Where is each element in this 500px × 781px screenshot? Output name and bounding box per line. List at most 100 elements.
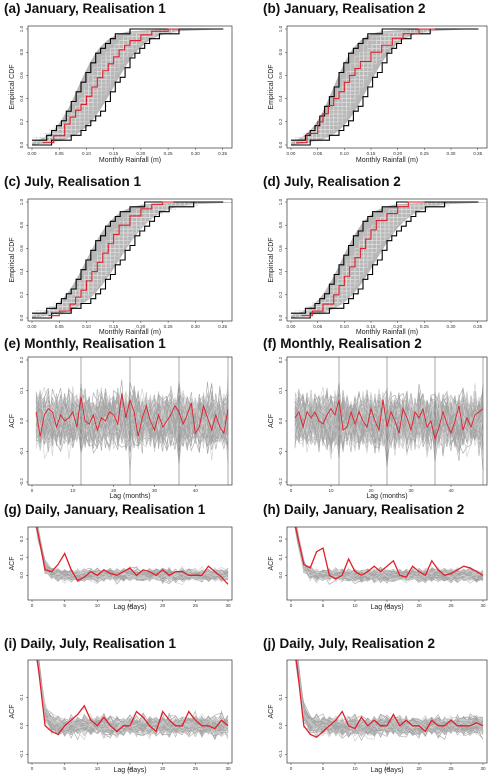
ensemble-curve bbox=[295, 527, 484, 580]
x-tick-label: 0.30 bbox=[191, 324, 200, 329]
ensemble-curve bbox=[294, 527, 484, 580]
y-tick-label: 0.0 bbox=[19, 314, 24, 321]
panel-title: (a) January, Realisation 1 bbox=[4, 1, 166, 16]
y-tick-label: 0.4 bbox=[19, 95, 24, 102]
ensemble-curve bbox=[37, 527, 229, 581]
ensemble-curve bbox=[296, 660, 484, 736]
y-tick-label: 0.1 bbox=[278, 694, 283, 701]
x-tick-label: 0.15 bbox=[109, 324, 118, 329]
y-tick-label: 0.1 bbox=[19, 554, 24, 561]
y-tick-label: 0.1 bbox=[19, 387, 24, 394]
panel-h: (h) Daily, January, Realisation 2 0 5 10 15 2… bbox=[263, 502, 488, 611]
y-axis-label: ACF bbox=[9, 414, 16, 428]
x-tick-label: 25 bbox=[448, 766, 454, 771]
x-tick-label: 15 bbox=[384, 766, 390, 771]
x-tick-label: 15 bbox=[384, 603, 390, 608]
ensemble-curve bbox=[35, 527, 229, 581]
ensemble-curve bbox=[36, 527, 229, 581]
panel-f: (f) Monthly, Realisation 2 0 10 20 30 40 -0.2 -… bbox=[263, 336, 488, 500]
y-axis-label: ACF bbox=[9, 557, 16, 571]
x-axis-label: Lag (days) bbox=[370, 604, 403, 611]
x-tick-label: 0.00 bbox=[28, 324, 37, 329]
x-tick-label: 25 bbox=[193, 766, 199, 771]
ensemble-curve bbox=[37, 527, 229, 582]
ensemble-curve bbox=[36, 527, 229, 581]
plot-frame bbox=[286, 198, 488, 322]
plot-frame bbox=[286, 25, 488, 149]
plot-area bbox=[32, 28, 227, 146]
ensemble-curve bbox=[296, 660, 484, 737]
x-axis-label: Lag (months) bbox=[366, 493, 407, 500]
plot-area bbox=[35, 527, 229, 585]
ensemble-curve bbox=[295, 527, 484, 581]
ensemble-curve bbox=[38, 660, 229, 737]
y-tick-label: 0.0 bbox=[278, 572, 283, 579]
ensemble-curve bbox=[37, 527, 229, 581]
x-tick-label: 20 bbox=[416, 603, 422, 608]
x-tick-label: 10 bbox=[70, 488, 76, 493]
x-tick-label: 0.25 bbox=[164, 151, 173, 156]
panel-title: (h) Daily, January, Realisation 2 bbox=[263, 502, 464, 517]
ensemble-curve bbox=[294, 527, 484, 582]
ensemble-curve bbox=[291, 201, 479, 315]
ensemble-curve bbox=[35, 389, 228, 447]
x-tick-label: 0.05 bbox=[55, 324, 64, 329]
x-tick-label: 25 bbox=[448, 603, 454, 608]
x-tick-label: 10 bbox=[95, 603, 101, 608]
panel-g: (g) Daily, January, Realisation 1 0 5 10 15 2… bbox=[4, 502, 233, 611]
y-tick-label: 0.0 bbox=[278, 417, 283, 424]
envelope-upper bbox=[32, 201, 224, 319]
ensemble-curve bbox=[35, 393, 229, 447]
ensemble-curve bbox=[32, 201, 224, 315]
x-tick-label: 0.35 bbox=[218, 324, 227, 329]
y-tick-label: 0.4 bbox=[19, 268, 24, 275]
x-tick-label: 15 bbox=[127, 603, 133, 608]
y-tick-label: 0.4 bbox=[278, 268, 283, 275]
plot-area bbox=[291, 28, 479, 146]
x-axis-label: Lag (days) bbox=[370, 767, 403, 774]
plot-frame bbox=[27, 25, 233, 149]
x-tick-label: 0.05 bbox=[55, 151, 64, 156]
plot-area bbox=[36, 660, 229, 741]
y-tick-label: 0.2 bbox=[19, 291, 24, 298]
y-tick-label: 0.0 bbox=[19, 417, 24, 424]
x-tick-label: 5 bbox=[322, 603, 325, 608]
x-axis-label: Monthly Rainfall (m) bbox=[356, 157, 418, 164]
x-tick-label: 0.35 bbox=[473, 151, 482, 156]
panel-j: (j) Daily, July, Realisation 2 0 5 10 15 20 25… bbox=[263, 636, 488, 774]
ensemble-curve bbox=[36, 527, 229, 584]
x-tick-label: 20 bbox=[416, 766, 422, 771]
ensemble-curve bbox=[36, 527, 229, 582]
panel-title: (g) Daily, January, Realisation 1 bbox=[4, 502, 206, 517]
y-tick-label: 0.6 bbox=[278, 245, 283, 252]
ensemble-curve bbox=[297, 660, 484, 738]
x-tick-label: 0.15 bbox=[367, 324, 376, 329]
ensemble-curve bbox=[295, 527, 484, 579]
x-tick-label: 5 bbox=[322, 766, 325, 771]
y-tick-label: 0.2 bbox=[278, 535, 283, 542]
ensemble-band bbox=[32, 202, 232, 318]
panel-d: (d) July, Realisation 2 0.00 0.05 0.10 0.15 0… bbox=[263, 174, 488, 336]
panel-b: (b) January, Realisation 2 0.00 0.05 0.10 0.… bbox=[263, 1, 488, 164]
plot-area bbox=[294, 357, 484, 485]
ensemble-curve bbox=[35, 384, 229, 454]
ensemble-curve bbox=[36, 527, 229, 581]
observed-series bbox=[35, 527, 229, 585]
observed-series bbox=[294, 527, 484, 580]
panel-title: (i) Daily, July, Realisation 1 bbox=[4, 636, 177, 651]
x-tick-label: 0.30 bbox=[447, 324, 456, 329]
ensemble-curve bbox=[36, 527, 229, 581]
x-tick-label: 30 bbox=[225, 766, 231, 771]
x-tick-label: 0.10 bbox=[340, 151, 349, 156]
ensemble-curve bbox=[297, 660, 484, 733]
x-tick-label: 15 bbox=[127, 766, 133, 771]
x-tick-label: 0 bbox=[31, 488, 34, 493]
y-tick-label: 0.0 bbox=[278, 314, 283, 321]
x-tick-label: 0.10 bbox=[340, 324, 349, 329]
y-tick-label: -0.1 bbox=[19, 447, 24, 455]
x-axis-label: Lag (days) bbox=[113, 767, 146, 774]
observed-series bbox=[48, 201, 174, 317]
y-axis-label: ACF bbox=[268, 705, 275, 719]
x-tick-label: 0.20 bbox=[393, 324, 402, 329]
